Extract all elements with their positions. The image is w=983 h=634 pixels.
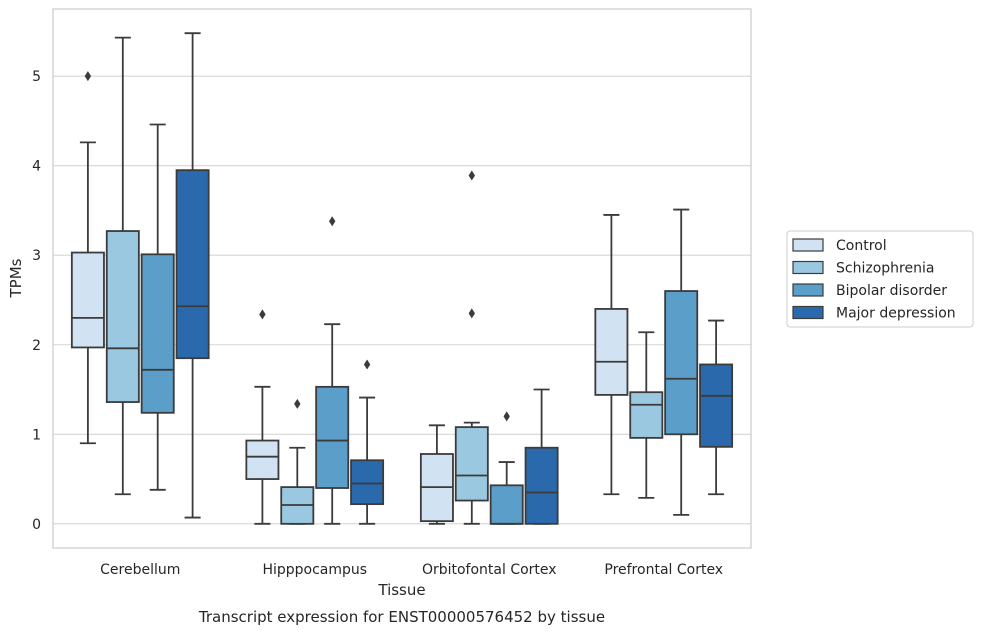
x-axis-ticks: Cerebellum Hipppocampus Orbitofontal Corte… [100, 562, 723, 578]
box-schizophrenia [629, 331, 664, 499]
legend-label: Bipolar disorder [836, 283, 947, 299]
box [140, 253, 175, 414]
x-tick-label: Hipppocampus [262, 562, 367, 578]
box-bipolar-disorder [489, 411, 524, 525]
legend-swatch [792, 238, 824, 252]
legend-swatch [792, 260, 824, 275]
box-major-depression [699, 319, 734, 496]
box [699, 363, 734, 448]
legend: Control Schizophrenia Bipolar disorder Majo… [786, 230, 974, 328]
y-tick-label: 5 [32, 69, 41, 85]
box [245, 439, 280, 480]
box-bipolar-disorder [664, 208, 699, 516]
outlier-point [329, 216, 336, 227]
outlier-point [363, 359, 371, 370]
outlier-point [259, 309, 266, 320]
x-tick-label: Cerebellum [100, 562, 180, 578]
outlier-point [468, 170, 475, 181]
box [350, 459, 385, 506]
y-tick-label: 3 [32, 248, 41, 264]
box [315, 385, 350, 489]
box-major-depression [350, 359, 385, 525]
outlier-point [84, 71, 92, 82]
box [175, 169, 210, 360]
x-axis-label: Tissue [377, 581, 425, 599]
box [524, 446, 559, 525]
outlier-point [468, 308, 475, 319]
box-control [70, 71, 105, 445]
box [454, 426, 489, 502]
box-control [594, 214, 629, 496]
box-bipolar-disorder [315, 216, 350, 525]
legend-swatch [792, 283, 824, 297]
plot-frame [52, 8, 752, 549]
legend-frame [786, 230, 974, 328]
box [70, 251, 105, 349]
chart-caption: Transcript expression for ENST0000057645… [198, 608, 605, 626]
legend-swatch [792, 305, 824, 320]
y-axis-label: TPMs [7, 258, 25, 298]
box [489, 484, 524, 525]
y-axis-ticks: 0 1 2 3 4 5 [32, 69, 41, 533]
box-schizophrenia [105, 36, 140, 496]
box-bipolar-disorder [140, 123, 175, 491]
box-control [245, 309, 280, 525]
outlier-point [503, 411, 510, 422]
box [594, 308, 629, 396]
box [629, 391, 664, 439]
legend-label: Control [836, 238, 887, 254]
box [664, 290, 699, 436]
box-schizophrenia [454, 170, 489, 525]
outlier-point [294, 398, 301, 409]
legend-label: Schizophrenia [836, 261, 934, 277]
x-tick-label: Orbitofontal Cortex [422, 562, 557, 578]
y-tick-label: 2 [32, 338, 41, 354]
box-control [419, 424, 454, 525]
box [105, 230, 140, 403]
box-groups [70, 32, 734, 525]
y-tick-label: 4 [32, 159, 41, 175]
x-tick-label: Prefrontal Cortex [604, 562, 723, 578]
box-major-depression [524, 388, 559, 525]
box-schizophrenia [280, 398, 315, 525]
box-major-depression [175, 32, 210, 519]
legend-label: Major depression [836, 306, 956, 322]
y-tick-label: 1 [32, 427, 41, 443]
y-tick-label: 0 [32, 517, 41, 533]
